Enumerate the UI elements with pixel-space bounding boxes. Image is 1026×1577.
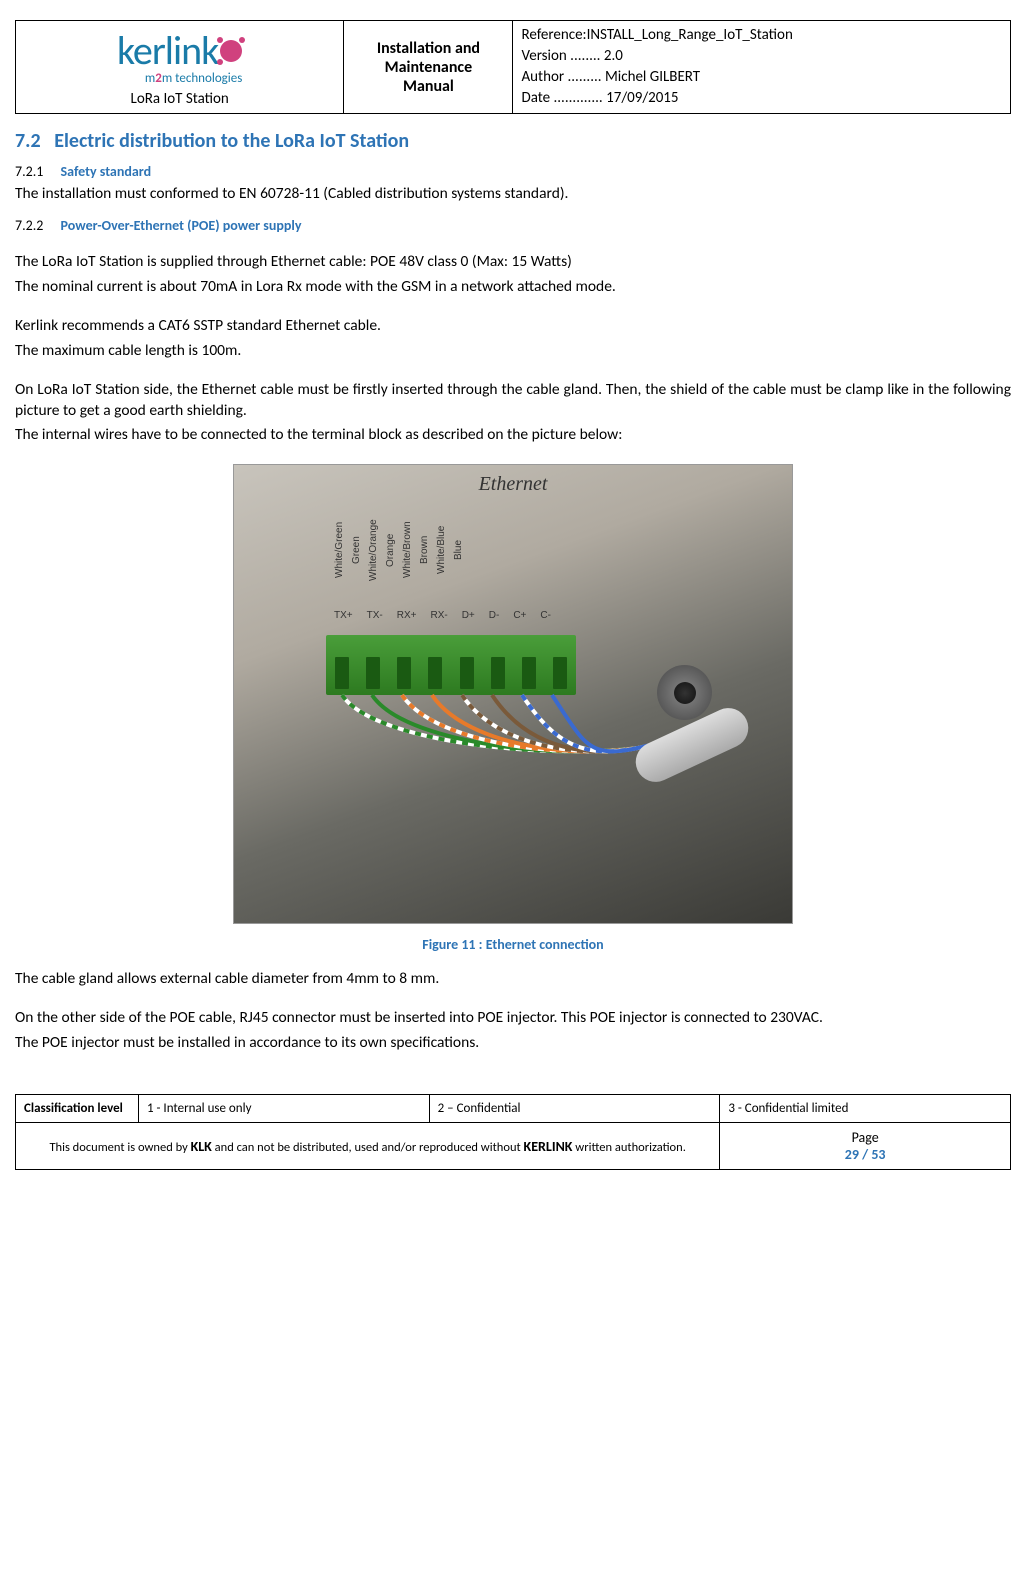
cable-clamp	[657, 665, 712, 720]
product-name: LoRa IoT Station	[117, 90, 242, 108]
sub2-title: Power-Over-Ethernet (POE) power supply	[61, 217, 302, 234]
section-title: Electric distribution to the LoRa IoT St…	[54, 129, 409, 153]
sub2-p4: The maximum cable length is 100m.	[15, 341, 1011, 362]
sub2-p2: The nominal current is about 70mA in Lor…	[15, 277, 1011, 298]
header-table: kerlink m2m technologies LoRa IoT Statio…	[15, 20, 1011, 114]
pin-label: D-	[489, 610, 500, 621]
brand-sub-pre: m	[145, 71, 155, 86]
pin-label: RX+	[397, 610, 417, 621]
ethernet-photo: Ethernet White/Green Green White/Orange Ora…	[233, 464, 793, 924]
date-label: Date .............	[521, 89, 602, 107]
pin-label: RX-	[430, 610, 447, 621]
wire-label: White/Green	[334, 505, 345, 595]
post-p2: On the other side of the POE cable, RJ45…	[15, 1008, 1011, 1029]
version-value: 2.0	[604, 47, 623, 65]
wire-label: White/Blue	[436, 505, 447, 595]
wire-label: Blue	[453, 505, 464, 595]
page-label: Page	[728, 1129, 1002, 1146]
page-sep: /	[859, 1146, 871, 1163]
wire-label: Brown	[419, 505, 430, 595]
sub1-num: 7.2.1	[15, 163, 43, 180]
doc-title-3: Manual	[352, 77, 504, 96]
author-value: Michel GILBERT	[605, 68, 700, 86]
author-label: Author .........	[521, 68, 601, 86]
sub1-heading: 7.2.1 Safety standard	[15, 163, 1011, 180]
sub1-body: The installation must conformed to EN 60…	[15, 184, 1011, 205]
ref-cell: Reference:INSTALL_Long_Range_IoT_Station…	[513, 21, 1011, 114]
owner-mid: and can not be distributed, used and/or …	[212, 1140, 524, 1155]
classification-label: Classification level	[16, 1095, 139, 1123]
wire-label: White/Orange	[368, 505, 379, 595]
section-heading: 7.2 Electric distribution to the LoRa Io…	[15, 129, 1011, 153]
cls-option-2-selected: 2 – Confidential	[429, 1095, 720, 1123]
owner-pre: This document is owned by	[49, 1140, 190, 1155]
owner-klk: KLK	[191, 1138, 212, 1155]
ref-label: Reference:	[521, 26, 586, 44]
post-p3: The POE injector must be installed in ac…	[15, 1033, 1011, 1054]
doc-title-cell: Installation and Maintenance Manual	[344, 21, 513, 114]
version-label: Version ........	[521, 47, 600, 65]
brand-sub-mid: 2	[155, 71, 162, 86]
wire-label: Orange	[385, 505, 396, 595]
pin-label: TX+	[334, 610, 353, 621]
owner-kerlink: KERLINK	[524, 1138, 573, 1155]
sub2-p6: The internal wires have to be connected …	[15, 425, 1011, 446]
sub2-heading: 7.2.2 Power-Over-Ethernet (POE) power su…	[15, 217, 1011, 234]
pin-labels-row: TX+ TX- RX+ RX- D+ D- C+ C-	[334, 610, 551, 621]
sub2-p3: Kerlink recommends a CAT6 SSTP standard …	[15, 316, 1011, 337]
sub2-p5: On LoRa IoT Station side, the Ethernet c…	[15, 380, 1011, 422]
wire-labels-row: White/Green Green White/Orange Orange White/…	[334, 505, 464, 595]
clamp-screw-icon	[674, 682, 696, 704]
pin-label: C-	[540, 610, 551, 621]
sub1-title: Safety standard	[61, 163, 152, 180]
sub2-p1: The LoRa IoT Station is supplied through…	[15, 252, 1011, 273]
pin-label: C+	[513, 610, 526, 621]
pin-label: TX-	[367, 610, 383, 621]
date-value: 17/09/2015	[606, 89, 678, 107]
sub2-num: 7.2.2	[15, 217, 43, 234]
brand-icon	[220, 40, 242, 62]
wire-label: White/Brown	[402, 505, 413, 595]
footer-table: Classification level 1 - Internal use on…	[15, 1094, 1011, 1170]
brand-sub-post: m technologies	[162, 71, 243, 86]
figure-11: Ethernet White/Green Green White/Orange Ora…	[15, 464, 1011, 953]
page-current: 29	[845, 1146, 859, 1163]
post-p1: The cable gland allows external cable di…	[15, 969, 1011, 990]
brand-logo: kerlink m2m technologies LoRa IoT Statio…	[117, 26, 242, 108]
doc-title-1: Installation and	[352, 39, 504, 58]
ownership-notice: This document is owned by KLK and can no…	[16, 1123, 720, 1170]
page-number: 29 / 53	[728, 1146, 1002, 1163]
ref-value: INSTALL_Long_Range_IoT_Station	[587, 26, 793, 44]
doc-title-2: Maintenance	[352, 58, 504, 77]
logo-cell: kerlink m2m technologies LoRa IoT Statio…	[16, 21, 344, 114]
owner-post: written authorization.	[572, 1140, 685, 1155]
page-total: 53	[871, 1146, 885, 1163]
cls-option-3: 3 - Confidential limited	[720, 1095, 1011, 1123]
figure-caption: Figure 11 : Ethernet connection	[15, 936, 1011, 953]
photo-top-label: Ethernet	[479, 473, 548, 496]
page-cell: Page 29 / 53	[720, 1123, 1011, 1170]
wire-label: Green	[351, 505, 362, 595]
brand-name: kerlink	[117, 26, 218, 75]
cls-option-1: 1 - Internal use only	[138, 1095, 429, 1123]
pin-label: D+	[462, 610, 475, 621]
section-num: 7.2	[15, 129, 41, 153]
